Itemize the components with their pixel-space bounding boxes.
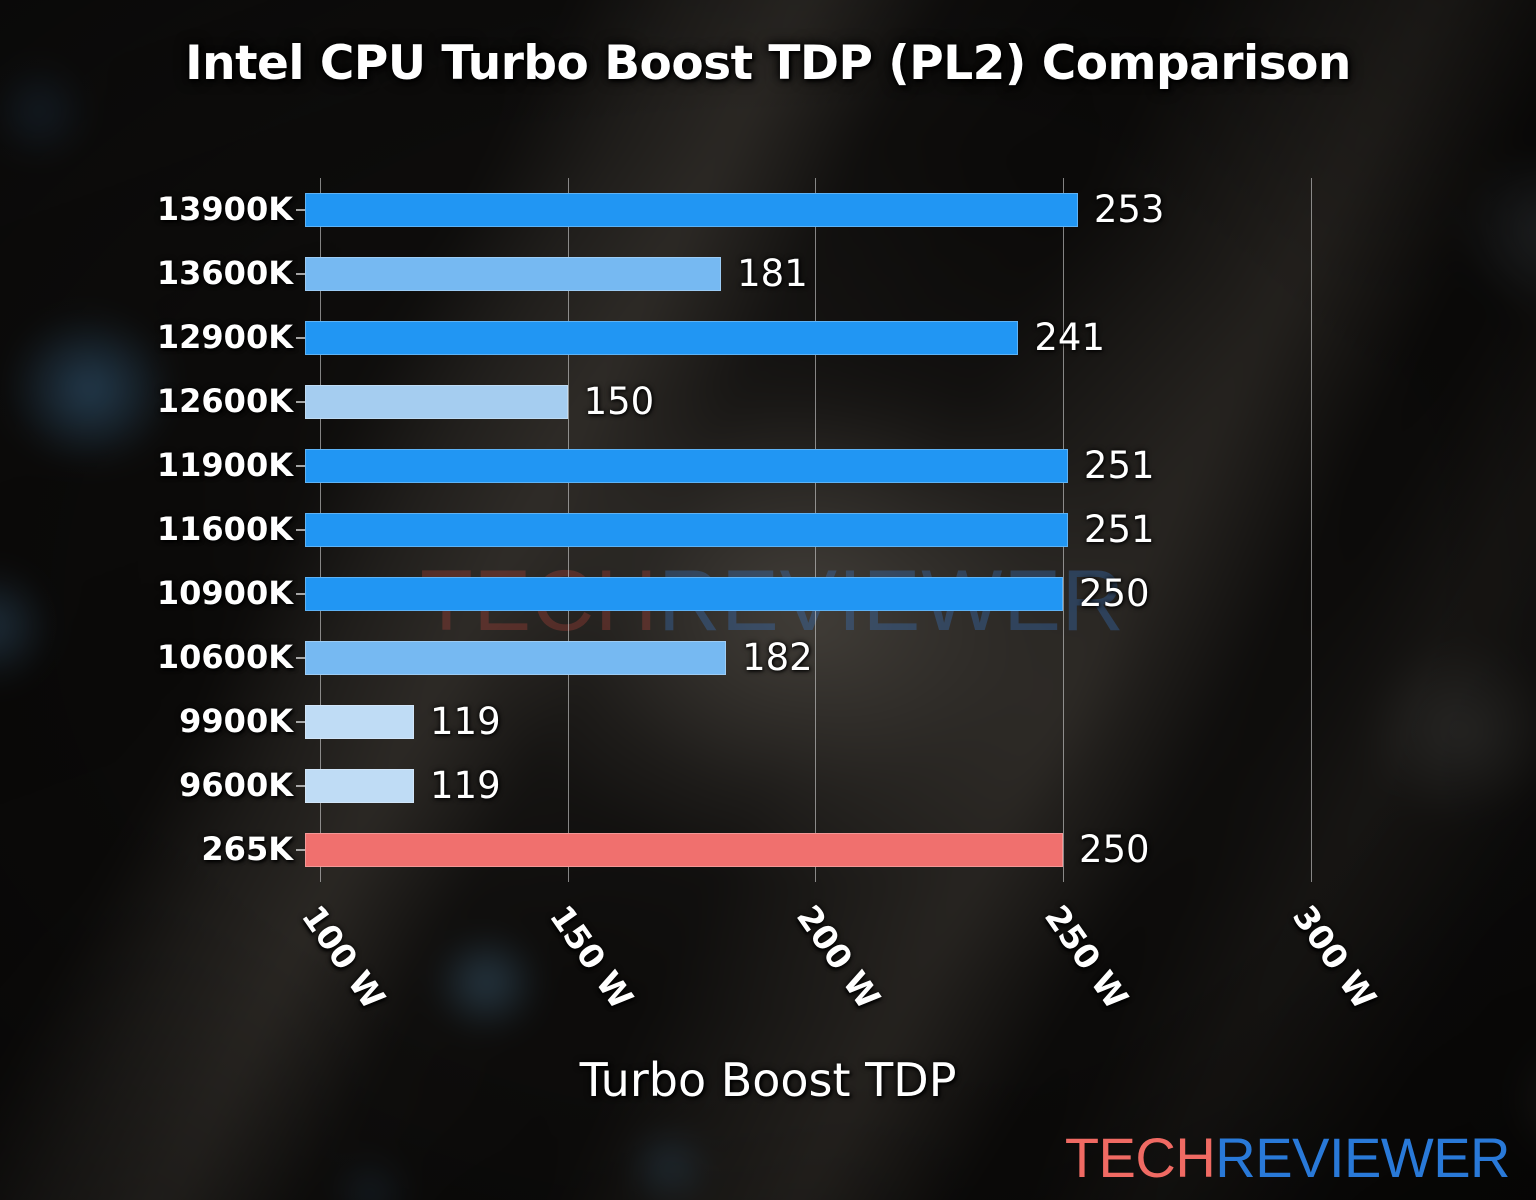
brand-logo: TECHREVIEWER (1064, 1125, 1511, 1190)
bar[interactable] (305, 577, 1063, 611)
bar-row[interactable]: 13900K 253 (157, 178, 1385, 242)
bar[interactable] (305, 769, 414, 803)
y-axis-tickmark (296, 657, 305, 659)
bar-row[interactable]: 13600K 181 (157, 242, 1385, 306)
bar-row[interactable]: 11900K 251 (157, 434, 1385, 498)
y-axis-tickmark (296, 721, 305, 723)
bar-value-label: 119 (429, 764, 501, 807)
bar-row[interactable]: 9600K 119 (179, 754, 1385, 818)
bar-value-label: 251 (1083, 444, 1155, 487)
bar-value-label: 241 (1034, 316, 1106, 359)
bar-value-label: 250 (1078, 828, 1150, 871)
bar-value-label: 251 (1083, 508, 1155, 551)
bar-value-label: 119 (429, 700, 501, 743)
bar[interactable] (305, 641, 727, 675)
brand-text-reviewer: REVIEWER (1215, 1126, 1510, 1189)
bar[interactable] (305, 385, 568, 419)
y-axis-tickmark (296, 273, 305, 275)
bar-value-label: 253 (1093, 188, 1165, 231)
bar[interactable] (305, 257, 722, 291)
bar-value-label: 182 (742, 636, 813, 679)
gridline (1310, 178, 1312, 882)
bar-row[interactable]: 12900K 241 (157, 306, 1385, 370)
chart-title: Intel CPU Turbo Boost TDP (PL2) Comparis… (185, 36, 1351, 91)
y-axis-tickmark (296, 593, 305, 595)
bar[interactable] (305, 321, 1019, 355)
bar[interactable] (305, 193, 1078, 227)
bar[interactable] (305, 449, 1068, 483)
category-label: 11600K (156, 510, 293, 548)
category-label: 12600K (156, 382, 293, 420)
category-label: 265K (201, 830, 293, 868)
y-axis-tickmark (296, 529, 305, 531)
bar-row[interactable]: 11600K 251 (157, 498, 1385, 562)
bar-row[interactable]: 265K 250 (201, 818, 1385, 882)
bar-row[interactable]: 9900K 119 (179, 690, 1385, 754)
x-axis-title: Turbo Boost TDP (579, 1053, 957, 1107)
bar[interactable] (305, 705, 414, 739)
bar-value-label: 250 (1078, 572, 1150, 615)
brand-text-tech: TECH (1064, 1126, 1216, 1189)
y-axis-tickmark (296, 337, 305, 339)
plot-area: 13900K 253 13600K 181 12900K 241 12600K 150 1190… (157, 178, 1385, 882)
category-label: 9600K (179, 766, 293, 804)
category-label: 13600K (156, 254, 293, 292)
bar-value-label: 150 (583, 380, 655, 423)
category-label: 11900K (156, 446, 293, 484)
y-axis-tickmark (296, 209, 305, 211)
category-label: 13900K (156, 190, 293, 228)
category-label: 10600K (156, 638, 293, 676)
bar-row[interactable]: 10900K 250 (157, 562, 1385, 626)
category-label: 10900K (156, 574, 293, 612)
category-label: 12900K (156, 318, 293, 356)
y-axis-tickmark (296, 785, 305, 787)
y-axis-tickmark (296, 465, 305, 467)
bar-value-label: 181 (737, 252, 808, 295)
y-axis-tickmark (296, 401, 305, 403)
y-axis-tickmark (296, 849, 305, 851)
bar-row[interactable]: 12600K 150 (157, 370, 1385, 434)
bar[interactable] (305, 513, 1068, 547)
bar[interactable] (305, 833, 1063, 867)
category-label: 9900K (179, 702, 293, 740)
bar-row[interactable]: 10600K 182 (157, 626, 1385, 690)
